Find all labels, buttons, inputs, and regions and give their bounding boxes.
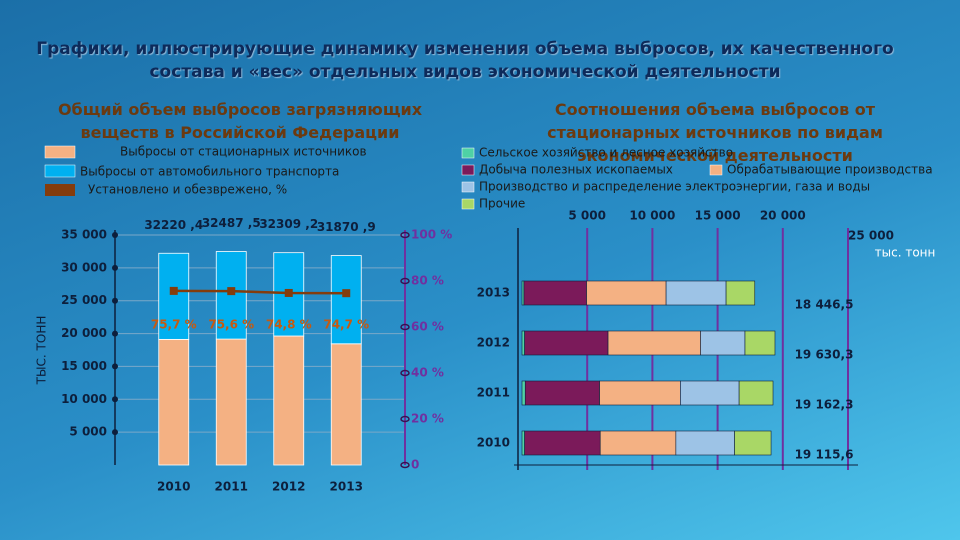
bar-segment [523, 280, 587, 306]
legend-label: Установлено и обезврежено, % [88, 183, 287, 197]
y2-tick-label: 80 % [411, 274, 444, 288]
legend-swatch [709, 164, 723, 176]
legend-swatch [44, 164, 76, 178]
y-tick-label: 15 000 [61, 359, 107, 373]
legend-label: Производство и распределение электроэнер… [479, 180, 870, 194]
y2-tick-label: 60 % [411, 320, 444, 334]
bar-segment [725, 280, 756, 306]
total-label: 31870 ,9 [317, 220, 376, 234]
bar-segment [215, 251, 247, 340]
bar-segment [744, 330, 776, 356]
line-marker [284, 288, 293, 297]
legend-swatch [44, 145, 76, 159]
legend-swatch [461, 164, 475, 176]
bar-segment [524, 430, 601, 456]
slide-title: Графики, иллюстрирующие динамику изменен… [36, 39, 894, 82]
x-tick-label: 5 000 [568, 209, 606, 223]
x-tick-label: 2012 [272, 480, 305, 494]
bar-segment [215, 338, 247, 466]
bar-segment [524, 380, 600, 406]
line-marker [342, 289, 351, 298]
y-tick-label: 5 000 [69, 425, 107, 439]
legend-swatch [461, 181, 475, 193]
y-tick-label: 2010 [477, 436, 510, 450]
x-tick-label: 10 000 [629, 209, 675, 223]
y-tick-label: 2012 [477, 336, 510, 350]
y-tick-label: 25 000 [61, 293, 107, 307]
bar-segment [700, 330, 746, 356]
legend-label: Выбросы от автомобильного транспорта [80, 165, 339, 179]
total-label: 18 446,5 [795, 298, 854, 312]
bar-segment [524, 330, 609, 356]
bar-segment [734, 430, 772, 456]
bar-segment [158, 338, 190, 466]
bar-segment [158, 252, 190, 340]
y2-tick-label: 20 % [411, 412, 444, 426]
x-tick-label: 20 000 [760, 209, 806, 223]
bar-segment [607, 330, 701, 356]
y2-tick-label: 100 % [411, 228, 452, 242]
bar-segment [675, 430, 735, 456]
bar-segment [738, 380, 774, 406]
y-axis-label: ТЫС. ТОНН [35, 316, 49, 386]
legend-label: Сельское хозяйство и лесное хозяйство [479, 146, 733, 160]
x-tick-label: 2010 [157, 480, 190, 494]
value-label: 75,6 % [208, 318, 254, 332]
total-label: 19 162,3 [795, 398, 854, 412]
legend-label: Добыча полезных ископаемых [479, 163, 673, 177]
y2-tick [400, 415, 410, 423]
y2-tick-label: 40 % [411, 366, 444, 380]
y2-tick [400, 369, 410, 377]
bar-segment [273, 335, 305, 466]
line-marker [227, 287, 236, 296]
y2-tick [400, 323, 410, 331]
x-tick-label: 2013 [330, 480, 363, 494]
value-label: 74,8 % [266, 318, 312, 332]
value-label: 75,7 % [151, 318, 197, 332]
total-label: 32309 ,2 [259, 217, 318, 231]
y-tick-label: 10 000 [61, 392, 107, 406]
x-axis-label: тыс. тонн [875, 246, 936, 260]
legend-swatch [461, 147, 475, 159]
x-tick-label: 25 000 [848, 229, 894, 243]
legend-label: Прочие [479, 197, 525, 211]
y2-tick [400, 461, 410, 469]
x-tick-label: 15 000 [695, 209, 741, 223]
bar-segment [521, 330, 525, 356]
legend-swatch [461, 198, 475, 210]
total-label: 19 115,6 [795, 448, 854, 462]
y2-tick [400, 277, 410, 285]
bar-segment [586, 280, 667, 306]
y-tick-label: 2013 [477, 286, 510, 300]
line [173, 289, 347, 295]
bar-segment [599, 380, 681, 406]
bar-segment [599, 430, 677, 456]
bar-segment [680, 380, 740, 406]
total-label: 32487 ,5 [202, 216, 261, 230]
bar-segment [665, 280, 727, 306]
y-tick-label: 30 000 [61, 260, 107, 274]
bar-segment [521, 380, 526, 406]
chart-title: Общий объем выбросов загрязняющих вещест… [57, 100, 423, 142]
y-tick-label: 35 000 [61, 228, 107, 242]
bar-segment [330, 255, 362, 345]
y2-tick-label: 0 [411, 458, 419, 472]
bar-segment [521, 430, 525, 456]
y2-tick [400, 231, 410, 239]
line-marker [169, 286, 178, 295]
chart-title: Соотношения объема выбросов от стационар… [547, 100, 883, 165]
legend-label: Выбросы от стационарных источников [120, 145, 367, 159]
y-tick-label: 20 000 [61, 326, 107, 340]
x-tick-label: 2011 [215, 480, 248, 494]
value-label: 74,7 % [323, 318, 369, 332]
legend-label: Обрабатывающие производства [727, 163, 933, 177]
total-label: 32220 ,4 [144, 218, 203, 232]
legend-swatch [45, 184, 75, 196]
bar-segment [330, 343, 362, 466]
y-tick-label: 2011 [477, 386, 510, 400]
total-label: 19 630,3 [795, 348, 854, 362]
